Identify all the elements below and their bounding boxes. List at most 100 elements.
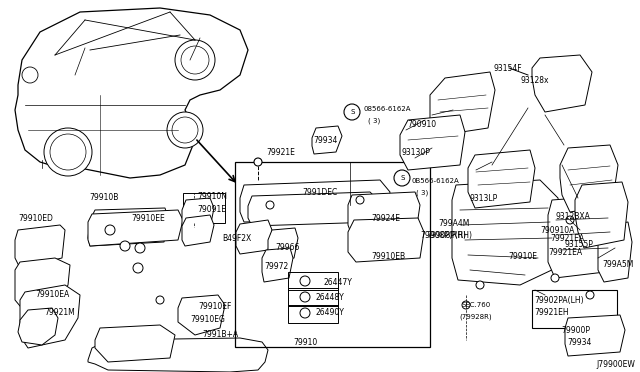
Circle shape: [476, 281, 484, 289]
Text: 79910N: 79910N: [197, 192, 227, 201]
Text: 93154F: 93154F: [493, 64, 522, 73]
Polygon shape: [15, 258, 70, 312]
Text: 799A5M: 799A5M: [602, 260, 634, 269]
Circle shape: [175, 40, 215, 80]
Polygon shape: [236, 220, 272, 254]
Text: 79921EH: 79921EH: [534, 308, 568, 317]
Text: 79910EG: 79910EG: [191, 315, 225, 324]
Circle shape: [50, 134, 86, 170]
Circle shape: [105, 225, 115, 235]
Text: 7991B+A: 7991B+A: [202, 330, 238, 339]
Text: S: S: [351, 109, 355, 115]
Polygon shape: [95, 325, 175, 362]
Polygon shape: [240, 180, 390, 222]
Text: 79910: 79910: [293, 338, 317, 347]
Text: ( 3): ( 3): [416, 189, 428, 196]
Circle shape: [394, 170, 410, 186]
Polygon shape: [20, 285, 80, 348]
Circle shape: [344, 104, 360, 120]
Polygon shape: [15, 8, 248, 178]
Circle shape: [22, 67, 38, 83]
Text: 79934: 79934: [568, 338, 592, 347]
Polygon shape: [348, 192, 420, 236]
Polygon shape: [312, 126, 342, 154]
Polygon shape: [575, 182, 628, 248]
Text: 79910E: 79910E: [508, 252, 537, 261]
Polygon shape: [548, 196, 620, 278]
Polygon shape: [400, 115, 465, 170]
Polygon shape: [248, 192, 380, 226]
Circle shape: [356, 196, 364, 204]
Polygon shape: [565, 315, 625, 356]
Text: SEC.760: SEC.760: [461, 302, 491, 308]
Text: B49F2X: B49F2X: [222, 234, 252, 243]
Text: 26447Y: 26447Y: [324, 278, 353, 287]
Polygon shape: [348, 218, 424, 262]
Text: 9312BXA: 9312BXA: [556, 212, 591, 221]
Text: 79091E: 79091E: [197, 205, 226, 214]
Text: 79902PA(LH): 79902PA(LH): [534, 296, 584, 305]
Text: 08566-6162A: 08566-6162A: [364, 106, 412, 112]
Circle shape: [300, 292, 310, 302]
Polygon shape: [88, 338, 268, 372]
Circle shape: [133, 263, 143, 273]
Circle shape: [44, 128, 92, 176]
Polygon shape: [88, 208, 168, 246]
Text: 79921EA: 79921EA: [548, 248, 582, 257]
Text: 79972: 79972: [264, 262, 288, 271]
Polygon shape: [468, 150, 535, 208]
Bar: [288, 272, 338, 290]
Circle shape: [172, 117, 198, 143]
Text: J79900EW: J79900EW: [596, 360, 635, 369]
Polygon shape: [182, 215, 214, 246]
Bar: [183, 193, 225, 223]
Text: 79910EE: 79910EE: [131, 214, 165, 223]
Circle shape: [120, 241, 130, 251]
Text: 79921EA: 79921EA: [550, 234, 584, 243]
Polygon shape: [268, 228, 298, 262]
Text: 79910EB: 79910EB: [371, 252, 405, 261]
Text: 79921E: 79921E: [266, 148, 295, 157]
Text: 79910EA: 79910EA: [35, 290, 69, 299]
Circle shape: [462, 301, 470, 309]
Polygon shape: [560, 145, 618, 212]
Text: S: S: [401, 175, 405, 181]
Text: ( 3): ( 3): [368, 117, 380, 124]
Polygon shape: [88, 210, 183, 246]
Text: 79910EF: 79910EF: [198, 302, 232, 311]
Polygon shape: [452, 180, 562, 285]
Bar: [235, 162, 430, 347]
Circle shape: [551, 274, 559, 282]
Text: 93130P: 93130P: [402, 148, 431, 157]
Circle shape: [586, 291, 594, 299]
Text: 79910ED: 79910ED: [19, 214, 53, 223]
Polygon shape: [18, 308, 58, 345]
Circle shape: [135, 243, 145, 253]
Polygon shape: [178, 295, 225, 335]
Text: (79928R): (79928R): [460, 313, 492, 320]
Polygon shape: [15, 225, 65, 268]
Text: 79908P(RH): 79908P(RH): [420, 231, 466, 240]
Text: 79910B: 79910B: [90, 193, 118, 202]
Polygon shape: [532, 55, 592, 112]
Text: 79900P: 79900P: [561, 326, 591, 335]
Circle shape: [300, 276, 310, 286]
Text: 9313LP: 9313LP: [470, 194, 498, 203]
Text: 79934: 79934: [314, 136, 338, 145]
Text: 26490Y: 26490Y: [316, 308, 344, 317]
Bar: [288, 288, 338, 306]
Circle shape: [300, 308, 310, 318]
Circle shape: [254, 158, 262, 166]
Text: 790910A: 790910A: [541, 226, 575, 235]
Circle shape: [156, 296, 164, 304]
Text: 790910: 790910: [408, 120, 436, 129]
Circle shape: [181, 46, 209, 74]
Polygon shape: [598, 222, 632, 282]
Text: 799A4M: 799A4M: [438, 219, 469, 228]
Circle shape: [566, 216, 574, 224]
Text: 79921M: 79921M: [45, 308, 76, 317]
Circle shape: [266, 201, 274, 209]
Text: 7991DEC: 7991DEC: [302, 188, 338, 197]
Text: 79924E: 79924E: [371, 214, 401, 223]
Text: 79966: 79966: [275, 243, 300, 252]
